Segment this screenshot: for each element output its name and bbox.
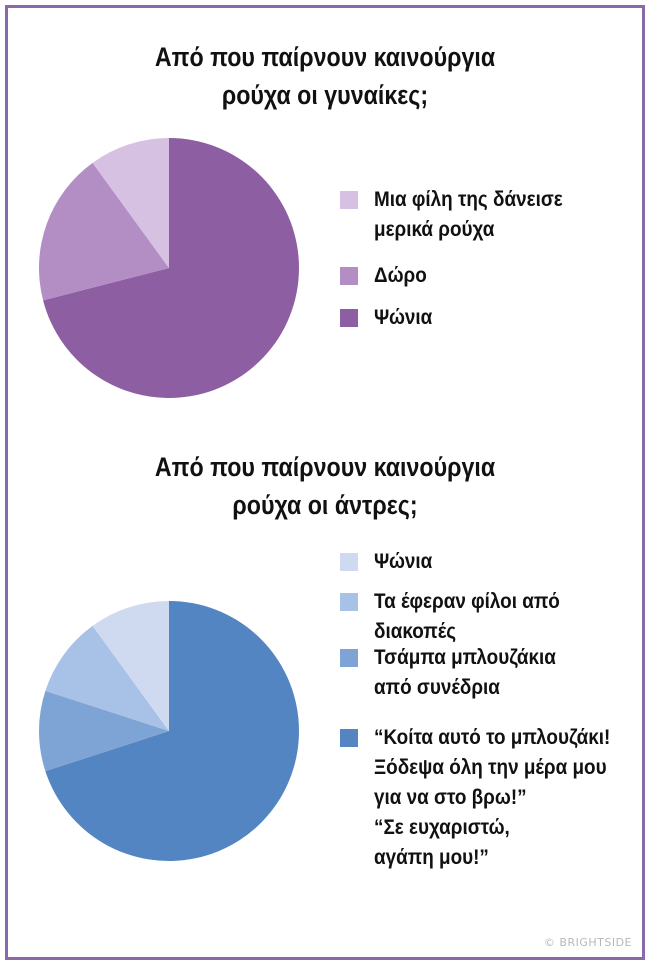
- chart-1-legend-label-1-line-2: μερικά ρούχα: [374, 218, 495, 241]
- chart-1-legend-label-1: Μια φίλη της δάνεισε μερικά ρούχα: [374, 185, 563, 245]
- chart-2-title-line-2: ρούχα οι άντρες;: [232, 490, 418, 520]
- chart-2-legend-label-3: Τσάμπα μπλουζάκια από συνέδρια: [374, 643, 556, 703]
- chart-1-legend-label-2-line-1: Δώρο: [374, 264, 427, 287]
- chart-2-legend-label-4-line-3: για να στο βρω!”: [374, 786, 527, 809]
- chart-2-slice-3: [45, 625, 169, 731]
- chart-1-legend-swatch-1: [340, 191, 358, 209]
- chart-1-legend-swatch-3: [340, 309, 358, 327]
- chart-2-pie: [39, 601, 299, 861]
- chart-2-slice-1: [45, 601, 299, 861]
- brightside-credit: © BRIGHTSIDE: [543, 936, 632, 949]
- chart-1-legend-label-3: Ψώνια: [374, 303, 432, 333]
- chart-2-legend-label-4: “Κοίτα αυτό το μπλουζάκι! Ξόδεψα όλη την …: [374, 723, 610, 873]
- chart-2-legend-swatch-4: [340, 729, 358, 747]
- chart-1-slice-1: [43, 138, 299, 398]
- chart-2-legend-label-2-line-2: διακοπές: [374, 620, 457, 643]
- chart-2-slice-4: [92, 601, 169, 731]
- chart-2-legend-label-4-line-2: Ξόδεψα όλη την μέρα μου: [374, 756, 607, 779]
- chart-2-title-line-1: Από που παίρνουν καινούργια: [154, 452, 496, 482]
- chart-2-legend-label-4-line-4: “Σε ευχαριστώ,: [374, 816, 510, 839]
- chart-2-legend-label-3-line-2: από συνέδρια: [374, 676, 500, 699]
- chart-2-legend-label-3-line-1: Τσάμπα μπλουζάκια: [374, 646, 556, 669]
- chart-1-legend-label-3-line-1: Ψώνια: [374, 306, 433, 329]
- chart-2-legend-label-4-line-1: “Κοίτα αυτό το μπλουζάκι!: [374, 726, 611, 749]
- chart-1-slice-3: [92, 138, 169, 268]
- chart-1-title-line-2: ρούχα οι γυναίκες;: [221, 80, 429, 110]
- chart-1-pie: [39, 138, 299, 398]
- chart-2-legend-swatch-3: [340, 649, 358, 667]
- chart-1-legend-swatch-2: [340, 267, 358, 285]
- chart-1-title: Από που παίρνουν καινούργια ρούχα οι γυν…: [46, 38, 605, 114]
- chart-2-title: Από που παίρνουν καινούργια ρούχα οι άντ…: [46, 448, 605, 524]
- chart-2-slice-2: [39, 690, 169, 772]
- chart-2-legend-label-2: Τα έφεραν φίλοι από διακοπές: [374, 587, 560, 647]
- chart-1-legend-label-1-line-1: Μια φίλη της δάνεισε: [374, 188, 563, 211]
- chart-1-title-line-1: Από που παίρνουν καινούργια: [154, 42, 496, 72]
- chart-2-legend-swatch-1: [340, 553, 358, 571]
- chart-1-slice-2: [39, 162, 169, 301]
- chart-2-legend-label-1: Ψώνια: [374, 547, 432, 577]
- chart-1-legend-label-2: Δώρο: [374, 261, 427, 291]
- chart-2-legend-swatch-2: [340, 593, 358, 611]
- chart-2-legend-label-4-line-5: αγάπη μου!”: [374, 846, 489, 869]
- chart-2-legend-label-2-line-1: Τα έφεραν φίλοι από: [374, 590, 560, 613]
- chart-2-legend-label-1-line-1: Ψώνια: [374, 550, 433, 573]
